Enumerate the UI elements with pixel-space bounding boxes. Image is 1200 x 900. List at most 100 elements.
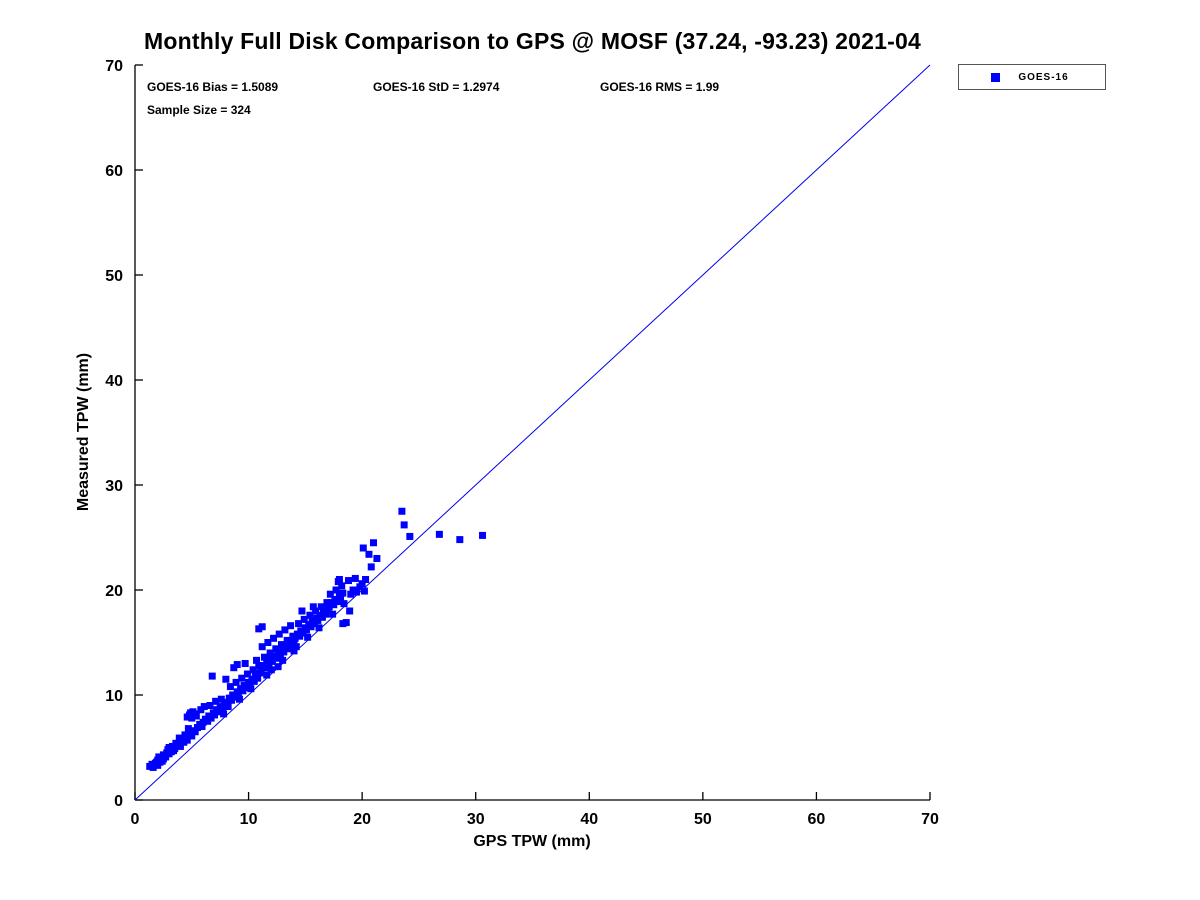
scatter-point (315, 624, 323, 632)
scatter-point (206, 702, 214, 709)
scatter-point (302, 626, 310, 634)
scatter-point (329, 610, 337, 618)
scatter-point (304, 633, 312, 641)
x-tick-label: 70 (921, 811, 939, 828)
y-tick-label: 10 (105, 688, 123, 705)
scatter-point (275, 630, 283, 638)
scatter-point (326, 590, 334, 598)
scatter-point (241, 660, 249, 667)
scatter-point (263, 671, 271, 679)
scatter-point (338, 582, 346, 590)
scatter-point (325, 603, 333, 611)
scatter-point (243, 670, 251, 678)
scatter-point (246, 681, 254, 688)
scatter-point (257, 666, 265, 674)
scatter-point (292, 643, 300, 651)
scatter-point (212, 697, 220, 705)
scatter-point (287, 622, 295, 630)
scatter-point (479, 531, 487, 539)
legend-box: GOES-16 (958, 64, 1106, 90)
scatter-point (238, 674, 246, 682)
scatter-point (295, 620, 303, 628)
annotation-bias: GOES-16 Bias = 1.5089 (147, 80, 279, 94)
y-tick-label: 0 (114, 793, 123, 810)
scatter-point (309, 603, 317, 611)
chart-title: Monthly Full Disk Comparison to GPS @ MO… (144, 28, 921, 54)
scatter-point (226, 683, 234, 691)
scatter-point (188, 732, 196, 740)
scatter-point (358, 580, 366, 588)
scatter-point (254, 674, 262, 682)
x-tick-label: 40 (580, 811, 598, 828)
scatter-point (288, 642, 296, 650)
scatter-point (351, 574, 359, 582)
x-tick-label: 0 (131, 811, 140, 828)
scatter-point (260, 653, 268, 661)
y-tick-label: 50 (105, 268, 123, 285)
scatter-point (247, 685, 255, 693)
scatter-point (258, 643, 266, 651)
scatter-point (224, 703, 232, 711)
scatter-point (234, 690, 242, 698)
scatter-point (312, 607, 320, 615)
scatter-point (258, 623, 266, 631)
scatter-point (352, 588, 360, 596)
y-tick-label: 20 (105, 583, 123, 600)
scatter-point (373, 555, 381, 562)
scatter-point (406, 532, 414, 540)
x-tick-label: 50 (694, 811, 712, 828)
scatter-point (249, 666, 257, 674)
scatter-point (272, 645, 280, 653)
scatter-point (359, 544, 367, 552)
y-tick-label: 40 (105, 373, 123, 390)
x-tick-label: 30 (467, 811, 485, 828)
scatter-point (255, 662, 263, 670)
scatter-point (222, 675, 230, 683)
scatter-point (233, 661, 241, 669)
annotation-sample-size: Sample Size = 324 (147, 103, 251, 117)
scatter-point (317, 603, 325, 611)
scatter-point (268, 657, 276, 665)
scatter-point (253, 656, 261, 664)
x-axis-label: GPS TPW (mm) (473, 833, 591, 850)
scatter-point (280, 648, 288, 656)
scatter-point (200, 703, 208, 711)
scatter-point (264, 639, 272, 646)
scatter-point (266, 649, 274, 657)
scatter-point (370, 539, 377, 547)
scatter-point (335, 576, 343, 583)
scatter-point (198, 723, 206, 730)
scatter-point (183, 736, 191, 744)
y-axis-label: Measured TPW (mm) (75, 352, 92, 512)
scatter-point (217, 695, 225, 703)
x-tick-label: 10 (240, 811, 258, 828)
scatter-point (337, 594, 345, 602)
scatter-point (435, 530, 443, 538)
scatter-point (322, 610, 330, 618)
scatter-point (220, 710, 228, 718)
scatter-point (306, 611, 314, 619)
scatter-point (367, 563, 375, 571)
y-tick-label: 30 (105, 478, 123, 495)
scatter-point (360, 587, 368, 595)
scatter-point (279, 656, 287, 664)
scatter-point (300, 615, 308, 623)
annotation-rms: GOES-16 RMS = 1.99 (600, 80, 720, 94)
scatter-point (223, 698, 231, 706)
scatter-point (188, 714, 196, 722)
y-tick-label: 60 (105, 163, 123, 180)
scatter-point (176, 742, 184, 750)
scatter-point (270, 634, 278, 642)
scatter-point (340, 600, 348, 608)
scatter-point (290, 647, 298, 655)
y-tick-label: 70 (105, 58, 123, 75)
scatter-point (298, 607, 306, 615)
annotation-std: GOES-16 StD = 1.2974 (373, 80, 500, 94)
scatter-point (347, 590, 355, 598)
scatter-point (291, 634, 299, 642)
scatter-point (323, 599, 331, 607)
scatter-point (278, 641, 286, 649)
scatter-point (192, 712, 200, 720)
